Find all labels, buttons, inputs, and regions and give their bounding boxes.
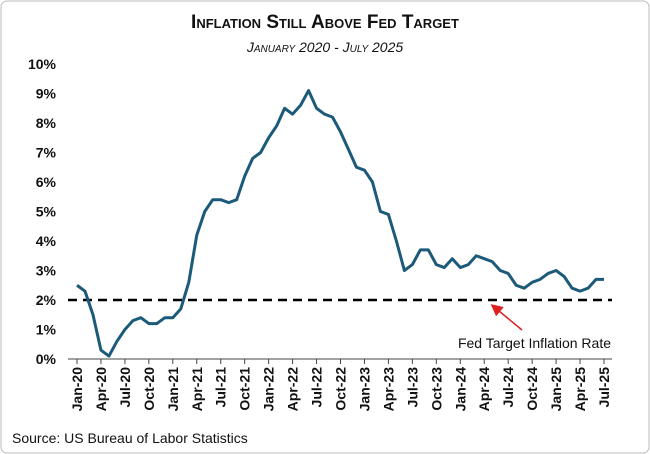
x-tick-label: Jan-21 bbox=[165, 367, 181, 412]
y-tick-label: 8% bbox=[36, 115, 57, 131]
x-tick-label: Jan-25 bbox=[548, 367, 564, 412]
x-tick-label: Apr-20 bbox=[93, 367, 109, 412]
x-tick-label: Jul-25 bbox=[596, 367, 612, 408]
x-tick-label: Oct-22 bbox=[333, 367, 349, 411]
y-tick-label: 10% bbox=[28, 56, 57, 72]
y-tick-label: 0% bbox=[36, 351, 57, 367]
x-tick-label: Oct-23 bbox=[428, 367, 444, 411]
x-tick-label: Jul-23 bbox=[404, 367, 420, 408]
series-line bbox=[76, 89, 604, 358]
x-tick-label: Jul-21 bbox=[213, 367, 229, 408]
x-tick-label: Apr-22 bbox=[285, 367, 301, 412]
x-tick-label: Jul-24 bbox=[500, 367, 516, 408]
annotation-arrow bbox=[490, 304, 523, 331]
y-tick-label: 5% bbox=[36, 204, 57, 220]
x-tick-label: Jan-22 bbox=[261, 367, 277, 412]
x-tick-label: Oct-24 bbox=[524, 367, 540, 411]
y-tick-label: 4% bbox=[36, 233, 57, 249]
x-tick-label: Jan-23 bbox=[356, 367, 372, 412]
chart-title: Inflation Still Above Fed Target bbox=[191, 12, 459, 33]
x-tick-label: Jan-20 bbox=[69, 367, 85, 412]
source: Source: US Bureau of Labor Statistics bbox=[12, 430, 248, 446]
y-tick-label: 9% bbox=[36, 86, 57, 102]
y-tick-label: 1% bbox=[36, 322, 57, 338]
x-tick-label: Apr-21 bbox=[189, 367, 205, 412]
x-tick-label: Apr-25 bbox=[572, 367, 588, 412]
y-tick-label: 2% bbox=[36, 292, 57, 308]
x-tick-label: Apr-23 bbox=[380, 367, 396, 412]
x-tick-label: Oct-20 bbox=[141, 367, 157, 411]
annotation: Fed Target Inflation Rate bbox=[458, 335, 611, 351]
y-tick-label: 7% bbox=[36, 145, 57, 161]
x-tick-label: Jan-24 bbox=[452, 367, 468, 412]
x-tick-label: Jul-20 bbox=[117, 367, 133, 408]
y-tick-label: 6% bbox=[36, 174, 57, 190]
x-tick-label: Jul-22 bbox=[309, 367, 325, 408]
chart-subtitle: January 2020 - July 2025 bbox=[246, 39, 404, 55]
x-tick-label: Oct-21 bbox=[237, 367, 253, 411]
y-tick-label: 3% bbox=[36, 263, 57, 279]
x-tick-label: Apr-24 bbox=[476, 367, 492, 412]
